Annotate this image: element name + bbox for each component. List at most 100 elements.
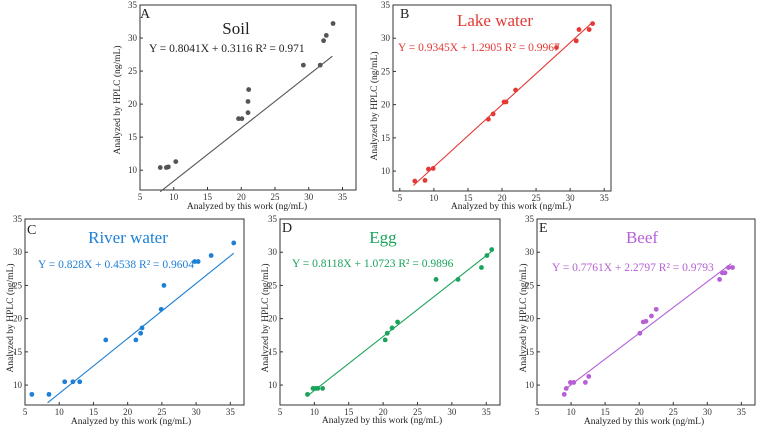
data-point xyxy=(730,265,735,270)
data-point xyxy=(484,253,490,258)
data-point xyxy=(643,318,649,324)
x-tick-label: 30 xyxy=(566,193,576,203)
data-point xyxy=(161,283,167,288)
x-tick-label: 20 xyxy=(123,407,133,417)
data-point xyxy=(503,99,509,105)
panel-letter: C xyxy=(27,223,36,238)
y-tick-label: 20 xyxy=(381,100,391,110)
y-axis-label: Analyzed by HPLC (ng/mL) xyxy=(369,52,380,161)
fit-line xyxy=(563,263,732,391)
regression-equation: Y = 0.8118X + 1.0723 R² = 0.9896 xyxy=(292,258,454,270)
data-point xyxy=(576,27,582,32)
data-point xyxy=(722,270,728,276)
data-point xyxy=(590,21,596,26)
x-tick-label: 30 xyxy=(703,407,713,417)
data-point xyxy=(479,265,484,270)
y-tick-label: 15 xyxy=(13,347,23,357)
data-point xyxy=(173,159,179,164)
data-point xyxy=(582,380,588,385)
data-point xyxy=(29,391,35,397)
x-axis-label: Analyzed by this work (ng/mL) xyxy=(71,416,191,427)
y-tick-label: 15 xyxy=(128,132,138,142)
y-axis-label: Analyzed by HPLC (ng/mL) xyxy=(260,264,271,373)
x-tick-label: 10 xyxy=(169,192,179,202)
y-tick-label: 30 xyxy=(268,247,278,257)
x-tick-label: 10 xyxy=(55,407,65,417)
panel-a: A Soil Y = 0.8041X + 0.3116 R² = 0.971 A… xyxy=(112,0,357,212)
data-point xyxy=(158,306,164,312)
data-point xyxy=(46,391,52,397)
data-point xyxy=(323,32,329,38)
x-tick-label: 30 xyxy=(192,407,202,417)
x-axis-label: Analyzed by this work (ng/mL) xyxy=(451,201,571,212)
data-point xyxy=(489,247,495,252)
chart-title: Soil xyxy=(222,19,250,38)
x-tick-label: 30 xyxy=(304,192,314,202)
y-tick-label: 30 xyxy=(525,247,535,257)
data-point xyxy=(485,116,491,122)
x-tick-label: 35 xyxy=(338,192,348,202)
x-tick-label: 15 xyxy=(601,407,611,417)
y-tick-label: 25 xyxy=(525,280,535,290)
x-tick-label: 25 xyxy=(532,193,542,203)
x-tick-label: 15 xyxy=(463,193,473,203)
data-point xyxy=(567,380,573,385)
data-point xyxy=(426,166,431,172)
plot-frame xyxy=(24,218,245,406)
data-point xyxy=(133,337,139,343)
data-point xyxy=(422,177,428,183)
data-point xyxy=(455,277,461,282)
plot-frame xyxy=(279,218,501,406)
data-point xyxy=(430,166,436,171)
x-tick-label: 10 xyxy=(429,193,439,203)
panel-d: D Egg Y = 0.8118X + 1.0723 R² = 0.9896 A… xyxy=(260,214,501,426)
data-point xyxy=(305,391,310,397)
regression-equation: Y = 0.8041X + 0.3116 R² = 0.971 xyxy=(149,43,305,55)
x-tick-label: 30 xyxy=(447,407,457,417)
x-tick-label: 35 xyxy=(226,407,236,417)
data-point xyxy=(70,379,76,385)
y-tick-label: 35 xyxy=(525,214,535,224)
x-tick-label: 35 xyxy=(737,407,747,417)
data-point xyxy=(245,99,251,104)
x-tick-label: 15 xyxy=(344,407,354,417)
panel-c: C River water Y = 0.828X + 0.4538 R² = 0… xyxy=(5,214,245,427)
data-point xyxy=(245,110,251,116)
x-tick-label: 5 xyxy=(398,193,403,203)
y-tick-label: 25 xyxy=(13,280,23,290)
y-tick-label: 10 xyxy=(13,380,23,390)
y-tick-label: 20 xyxy=(268,314,278,324)
data-point xyxy=(317,62,323,68)
data-point xyxy=(490,111,496,117)
chart-title: Lake water xyxy=(457,11,533,30)
data-point xyxy=(192,259,198,264)
data-point xyxy=(649,313,654,319)
data-point xyxy=(586,27,592,32)
data-point xyxy=(384,330,390,336)
y-tick-label: 10 xyxy=(128,165,138,175)
y-tick-label: 10 xyxy=(525,380,535,390)
x-tick-label: 5 xyxy=(138,192,143,202)
data-point xyxy=(315,385,321,391)
data-point xyxy=(561,391,567,397)
x-tick-label: 35 xyxy=(600,193,610,203)
panel-letter: B xyxy=(400,7,409,22)
chart-title: River water xyxy=(88,228,168,247)
panel-e: E Beef Y = 0.7761X + 2.2797 R² = 0.9793 … xyxy=(518,214,756,427)
x-tick-label: 20 xyxy=(635,407,645,417)
data-point xyxy=(382,337,388,343)
data-point xyxy=(157,165,163,170)
data-point xyxy=(195,259,201,264)
data-point xyxy=(139,325,145,331)
y-tick-label: 10 xyxy=(381,166,391,176)
data-point xyxy=(726,265,731,270)
x-tick-label: 25 xyxy=(669,407,679,417)
data-point xyxy=(77,379,83,385)
x-axis-label: Analyzed by this work (ng/mL) xyxy=(322,415,442,426)
y-axis-label: Analyzed by HPLC (ng/mL) xyxy=(5,264,16,373)
x-tick-label: 25 xyxy=(157,407,167,417)
data-point xyxy=(573,38,579,44)
y-axis-label: Analyzed by HPLC (ng/mL) xyxy=(112,46,123,155)
data-point xyxy=(586,374,592,379)
data-point xyxy=(433,277,439,282)
